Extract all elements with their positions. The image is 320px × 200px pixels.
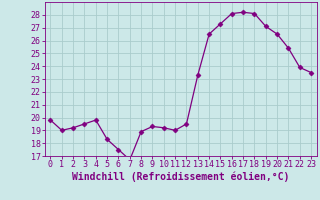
X-axis label: Windchill (Refroidissement éolien,°C): Windchill (Refroidissement éolien,°C) — [72, 172, 290, 182]
